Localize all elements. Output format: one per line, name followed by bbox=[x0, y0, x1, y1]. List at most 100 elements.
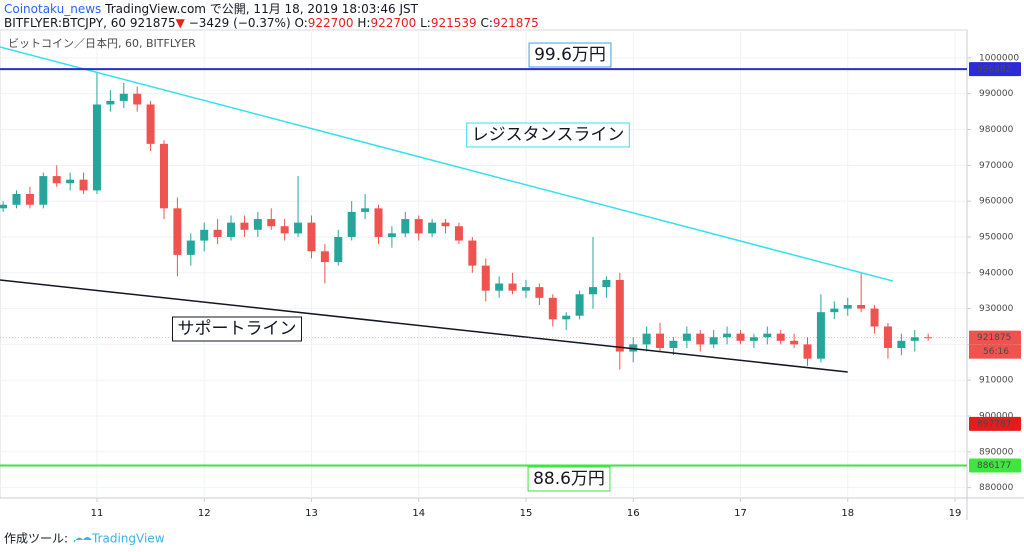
candle-body bbox=[159, 143, 168, 209]
candle-body bbox=[280, 226, 289, 234]
y-tick-label: 910000 bbox=[979, 376, 1014, 386]
candle-body bbox=[682, 333, 691, 341]
ohlc-label: H: bbox=[357, 16, 370, 30]
candle-body bbox=[66, 179, 75, 184]
change-arrow: ▼ bbox=[176, 16, 186, 30]
plot-frame bbox=[0, 29, 968, 499]
plot bbox=[0, 72, 933, 370]
candle-body bbox=[374, 208, 383, 237]
candle-body bbox=[227, 222, 236, 237]
price-label: 886177 bbox=[977, 461, 1011, 471]
candle-body bbox=[521, 287, 530, 291]
candle-body bbox=[347, 211, 356, 237]
candle-body bbox=[240, 222, 249, 230]
change: −3429 (−0.37%) bbox=[189, 16, 291, 30]
candle-body bbox=[481, 265, 490, 291]
x-tick-label: 18 bbox=[841, 508, 854, 519]
x-tick-label: 16 bbox=[627, 508, 640, 519]
candle-body bbox=[200, 229, 209, 241]
trend-line bbox=[0, 46, 893, 282]
subtitle: ビットコイン／日本円, 60, BITFLYER bbox=[8, 36, 196, 50]
candle-body bbox=[776, 333, 785, 341]
price-label: 921875 bbox=[977, 333, 1011, 343]
candle-body bbox=[267, 219, 276, 227]
candle-body bbox=[548, 297, 557, 320]
price-label-bg bbox=[969, 416, 1021, 431]
footer-label: 作成ツール: bbox=[4, 532, 68, 546]
candle-body bbox=[454, 226, 463, 241]
ohlc-value: 922700 bbox=[370, 16, 416, 30]
y-tick-label: 880000 bbox=[979, 483, 1014, 493]
candle-body bbox=[897, 340, 906, 348]
candle-body bbox=[441, 222, 450, 227]
candle-body bbox=[334, 236, 343, 263]
candle-body bbox=[709, 337, 718, 345]
candle-body bbox=[106, 100, 115, 105]
candle-body bbox=[803, 344, 812, 359]
y-tick-label: 1000000 bbox=[979, 53, 1019, 63]
candle-body bbox=[816, 312, 825, 359]
annotation-box bbox=[527, 466, 611, 492]
candle-body bbox=[589, 287, 598, 295]
candle-body bbox=[401, 219, 410, 234]
candle-body bbox=[294, 222, 303, 234]
price-label: 897787 bbox=[977, 419, 1011, 429]
annotation: レジスタンスライン bbox=[472, 125, 625, 145]
candle-body bbox=[495, 283, 504, 291]
candle-body bbox=[508, 283, 517, 291]
candle-body bbox=[146, 104, 155, 144]
footer-brand[interactable]: TradingView bbox=[91, 532, 165, 546]
candle-body bbox=[870, 308, 879, 327]
ohlc-label: O: bbox=[294, 16, 307, 30]
author[interactable]: Coinotaku_news bbox=[4, 2, 101, 16]
x-tick-label: 12 bbox=[198, 508, 211, 519]
published: TradingView.com で公開, 11月 18, 2019 18:03:… bbox=[104, 2, 418, 16]
candle-body bbox=[843, 304, 852, 309]
y-tick-label: 900000 bbox=[979, 412, 1014, 422]
price-label: 996882 bbox=[977, 65, 1011, 75]
candle-body bbox=[92, 104, 101, 191]
y-tick-label: 960000 bbox=[979, 197, 1014, 207]
price-label-bg bbox=[969, 62, 1021, 77]
y-tick-label: 890000 bbox=[979, 447, 1014, 457]
x-tick-label: 13 bbox=[305, 508, 318, 519]
ohlc-label: L: bbox=[420, 16, 431, 30]
candle-body bbox=[575, 294, 584, 316]
annotation: 99.6万円 bbox=[534, 45, 606, 65]
candle-body bbox=[602, 279, 611, 288]
candle-body bbox=[857, 304, 866, 309]
x-tick-label: 17 bbox=[734, 508, 747, 519]
x-tick-label: 19 bbox=[949, 508, 962, 519]
annotation-box bbox=[528, 42, 612, 68]
candle-body bbox=[12, 193, 21, 205]
candle-body bbox=[39, 176, 48, 205]
candle-body bbox=[133, 93, 142, 105]
candle-body bbox=[414, 219, 423, 234]
annotation-box bbox=[466, 122, 630, 148]
annotation: 88.6万円 bbox=[533, 469, 605, 489]
header-line: Coinotaku_news TradingView.com で公開, 11月 … bbox=[4, 2, 419, 16]
candle-body bbox=[387, 233, 396, 237]
candle-body bbox=[320, 251, 329, 263]
price-label-bg bbox=[969, 330, 1021, 345]
candle-body bbox=[749, 337, 758, 341]
candle-body bbox=[656, 333, 665, 348]
x-tick-label: 11 bbox=[91, 508, 104, 519]
candle-body bbox=[25, 193, 34, 205]
price-label-bg bbox=[969, 458, 1021, 473]
x-tick-label: 15 bbox=[520, 508, 533, 519]
candle-body bbox=[119, 93, 128, 101]
candle-body bbox=[428, 222, 437, 234]
candle-body bbox=[79, 179, 88, 191]
symbol-line: BITFLYER:BTCJPY, 60 921875▼ −3429 (−0.37… bbox=[4, 16, 539, 30]
countdown-bg bbox=[969, 344, 1021, 359]
candle-body bbox=[0, 204, 8, 209]
candle-body bbox=[213, 229, 222, 237]
ohlc-label: C: bbox=[480, 16, 492, 30]
ohlc-value: 922700 bbox=[308, 16, 354, 30]
candle-body bbox=[562, 315, 571, 320]
candle-body bbox=[924, 337, 933, 339]
y-tick-label: 990000 bbox=[979, 89, 1014, 99]
countdown: 56:16 bbox=[983, 347, 1009, 357]
